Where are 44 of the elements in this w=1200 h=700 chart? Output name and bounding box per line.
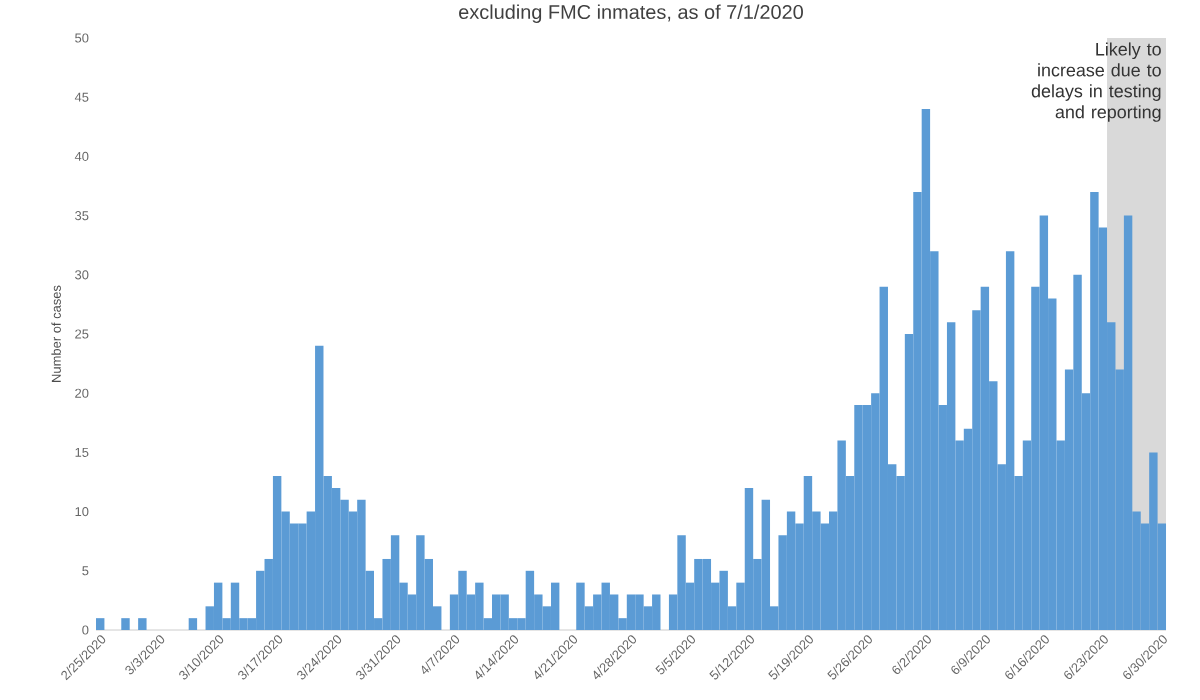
bar [491, 594, 501, 630]
bar [635, 594, 644, 630]
bar [272, 476, 282, 630]
bar [786, 511, 796, 630]
bar [837, 440, 846, 630]
bar [803, 476, 813, 630]
bar [601, 582, 610, 630]
bar [416, 535, 425, 630]
band-label: Likely to increase due to delays in testing and reporting [1031, 42, 1161, 122]
bar [390, 535, 400, 630]
bar [626, 594, 636, 630]
bar [525, 570, 535, 630]
bar [879, 286, 888, 630]
bar [1149, 452, 1158, 630]
bar [980, 286, 990, 630]
bar [121, 618, 130, 630]
bar [652, 594, 661, 630]
bar [458, 570, 467, 630]
bar [138, 618, 147, 630]
bar [1039, 215, 1049, 630]
bar [677, 535, 686, 630]
bar [576, 582, 585, 630]
bar [761, 499, 771, 630]
bar [1123, 215, 1133, 630]
bar [315, 345, 324, 630]
bar [719, 570, 728, 630]
bar [921, 109, 931, 630]
bar [1005, 251, 1015, 630]
bar [854, 405, 863, 630]
bar [694, 558, 703, 630]
bar [96, 618, 105, 630]
bar [550, 582, 560, 630]
bar [213, 582, 223, 630]
bar [1090, 191, 1099, 630]
chart-title: excluding FMC inmates, as of 7/1/2020 [459, 4, 803, 23]
bar [946, 322, 956, 630]
bar [744, 487, 754, 630]
bar [188, 618, 198, 630]
bar [702, 558, 712, 630]
bar [230, 582, 240, 630]
bar [500, 594, 509, 630]
bar [475, 582, 484, 630]
bar [1073, 274, 1082, 630]
bar [357, 499, 366, 630]
